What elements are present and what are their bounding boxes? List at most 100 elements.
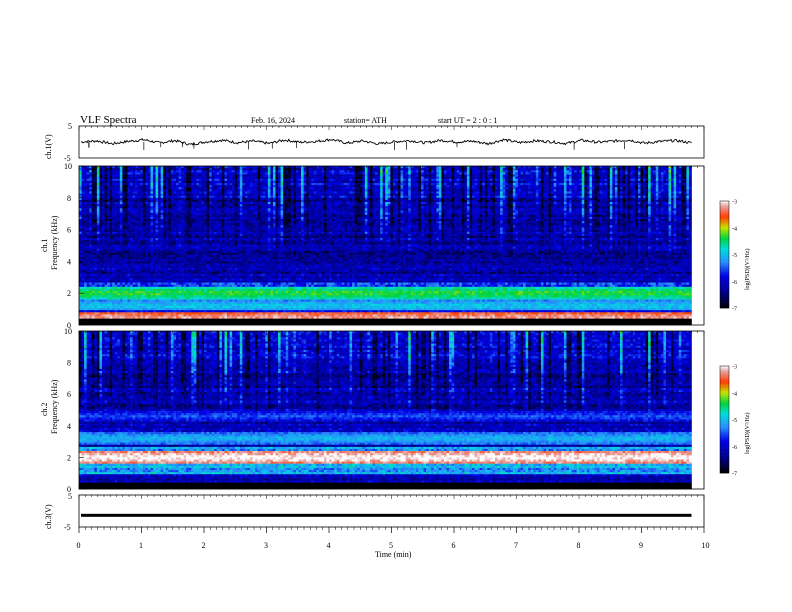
spectrogram-cell: [296, 179, 299, 181]
spectrogram-cell: [367, 168, 370, 170]
spectrogram-cell: [268, 183, 271, 185]
spectrogram-cell: [487, 189, 490, 191]
spectrogram-cell: [653, 168, 656, 170]
spectrogram-cell: [247, 189, 250, 191]
spectrogram-cell: [105, 187, 108, 189]
spectrogram-cell: [176, 174, 179, 176]
spectrogram-cell: [207, 172, 210, 174]
spectrogram-cell: [572, 183, 575, 185]
spectrogram-cell: [531, 194, 534, 196]
spectrogram-cell: [365, 179, 368, 181]
spectrogram-cell: [572, 194, 575, 196]
spectrogram-cell: [383, 194, 386, 196]
spectrogram-cell: [587, 183, 590, 185]
spectrogram-cell: [138, 189, 141, 191]
spectrogram-cell: [431, 177, 434, 179]
spectrogram-cell: [495, 179, 498, 181]
spectrogram-cell: [237, 189, 240, 191]
spectrogram-cell: [498, 179, 501, 181]
spectrogram-cell: [510, 183, 513, 185]
spectrogram-cell: [217, 191, 220, 193]
spectrogram-cell: [260, 168, 263, 170]
spectrogram-cell: [140, 194, 143, 196]
spectrogram-cell: [411, 179, 414, 181]
spectrogram-cell: [515, 187, 518, 189]
spectrogram-cell: [579, 189, 582, 191]
spectrogram-cell: [102, 194, 105, 196]
spectrogram-cell: [661, 183, 664, 185]
spectrogram-cell: [102, 183, 105, 185]
spectrogram-cell: [324, 189, 327, 191]
spectrogram-cell: [434, 179, 437, 181]
spectrogram-cell: [393, 185, 396, 187]
spectrogram-cell: [421, 181, 424, 183]
spectrogram-cell: [304, 189, 307, 191]
spectrogram-cell: [219, 181, 222, 183]
spectrogram-cell: [495, 170, 498, 172]
spectrogram-cell: [168, 174, 171, 176]
spectrogram-cell: [663, 172, 666, 174]
spectrogram-cell: [490, 179, 493, 181]
spectrogram-cell: [536, 177, 539, 179]
spectrogram-cell: [250, 187, 253, 189]
spectrogram-cell: [179, 189, 182, 191]
spectrogram-cell: [276, 179, 279, 181]
spectrogram-cell: [79, 181, 82, 183]
spectrogram-cell: [150, 179, 153, 181]
spectrogram-cell: [161, 185, 164, 187]
spectrogram-cell: [424, 179, 427, 181]
spectrogram-cell: [122, 189, 125, 191]
spectrogram-cell: [217, 181, 220, 183]
spectrogram-cell: [452, 185, 455, 187]
spectrogram-cell: [549, 181, 552, 183]
spectrogram-cell: [209, 185, 212, 187]
spectrogram-cell: [176, 194, 179, 196]
spectrogram-cell: [168, 181, 171, 183]
spectrogram-cell: [615, 172, 618, 174]
spectrogram-cell: [472, 194, 475, 196]
spectrogram-cell: [375, 189, 378, 191]
spectrogram-cell: [168, 191, 171, 193]
spectrogram-cell: [383, 187, 386, 189]
spectrogram-cell: [492, 191, 495, 193]
spectrogram-cell: [268, 168, 271, 170]
spectrogram-cell: [666, 183, 669, 185]
spectrogram-cell: [321, 170, 324, 172]
spectrogram-cell: [342, 185, 345, 187]
spectrogram-cell: [582, 189, 585, 191]
spectrogram-cell: [281, 187, 284, 189]
spectrogram-cell: [383, 181, 386, 183]
spectrogram-cell: [115, 179, 118, 181]
spectrogram-cell: [518, 168, 521, 170]
spectrogram-cell: [273, 194, 276, 196]
spectrogram-cell: [125, 181, 128, 183]
spectrogram-cell: [196, 194, 199, 196]
spectrogram-cell: [82, 172, 85, 174]
spectrogram-cell: [110, 187, 113, 189]
spectrogram-cell: [416, 189, 419, 191]
spectrogram-cell: [424, 189, 427, 191]
spectrogram-cell: [148, 185, 151, 187]
spectrogram-cell: [296, 177, 299, 179]
spectrogram-cell: [115, 185, 118, 187]
spectrogram-cell: [321, 179, 324, 181]
spectrogram-cell: [186, 174, 189, 176]
spectrogram-cell: [133, 187, 136, 189]
spectrogram-cell: [176, 191, 179, 193]
spectrogram-cell: [572, 179, 575, 181]
spectrogram-cell: [572, 191, 575, 193]
spectrogram-cell: [133, 183, 136, 185]
spectrogram-cell: [515, 174, 518, 176]
spectrogram-cell: [79, 179, 82, 181]
spectrogram-cell: [625, 172, 628, 174]
spectrogram-cell: [615, 177, 618, 179]
spectrogram-cell: [602, 187, 605, 189]
spectrogram-cell: [278, 194, 281, 196]
spectrogram-cell: [327, 189, 330, 191]
spectrogram-cell: [350, 183, 353, 185]
spectrogram-cell: [138, 170, 141, 172]
spectrogram-cell: [350, 179, 353, 181]
spectrogram-cell: [679, 185, 682, 187]
spectrogram-cell: [242, 187, 245, 189]
spectrogram-cell: [480, 183, 483, 185]
